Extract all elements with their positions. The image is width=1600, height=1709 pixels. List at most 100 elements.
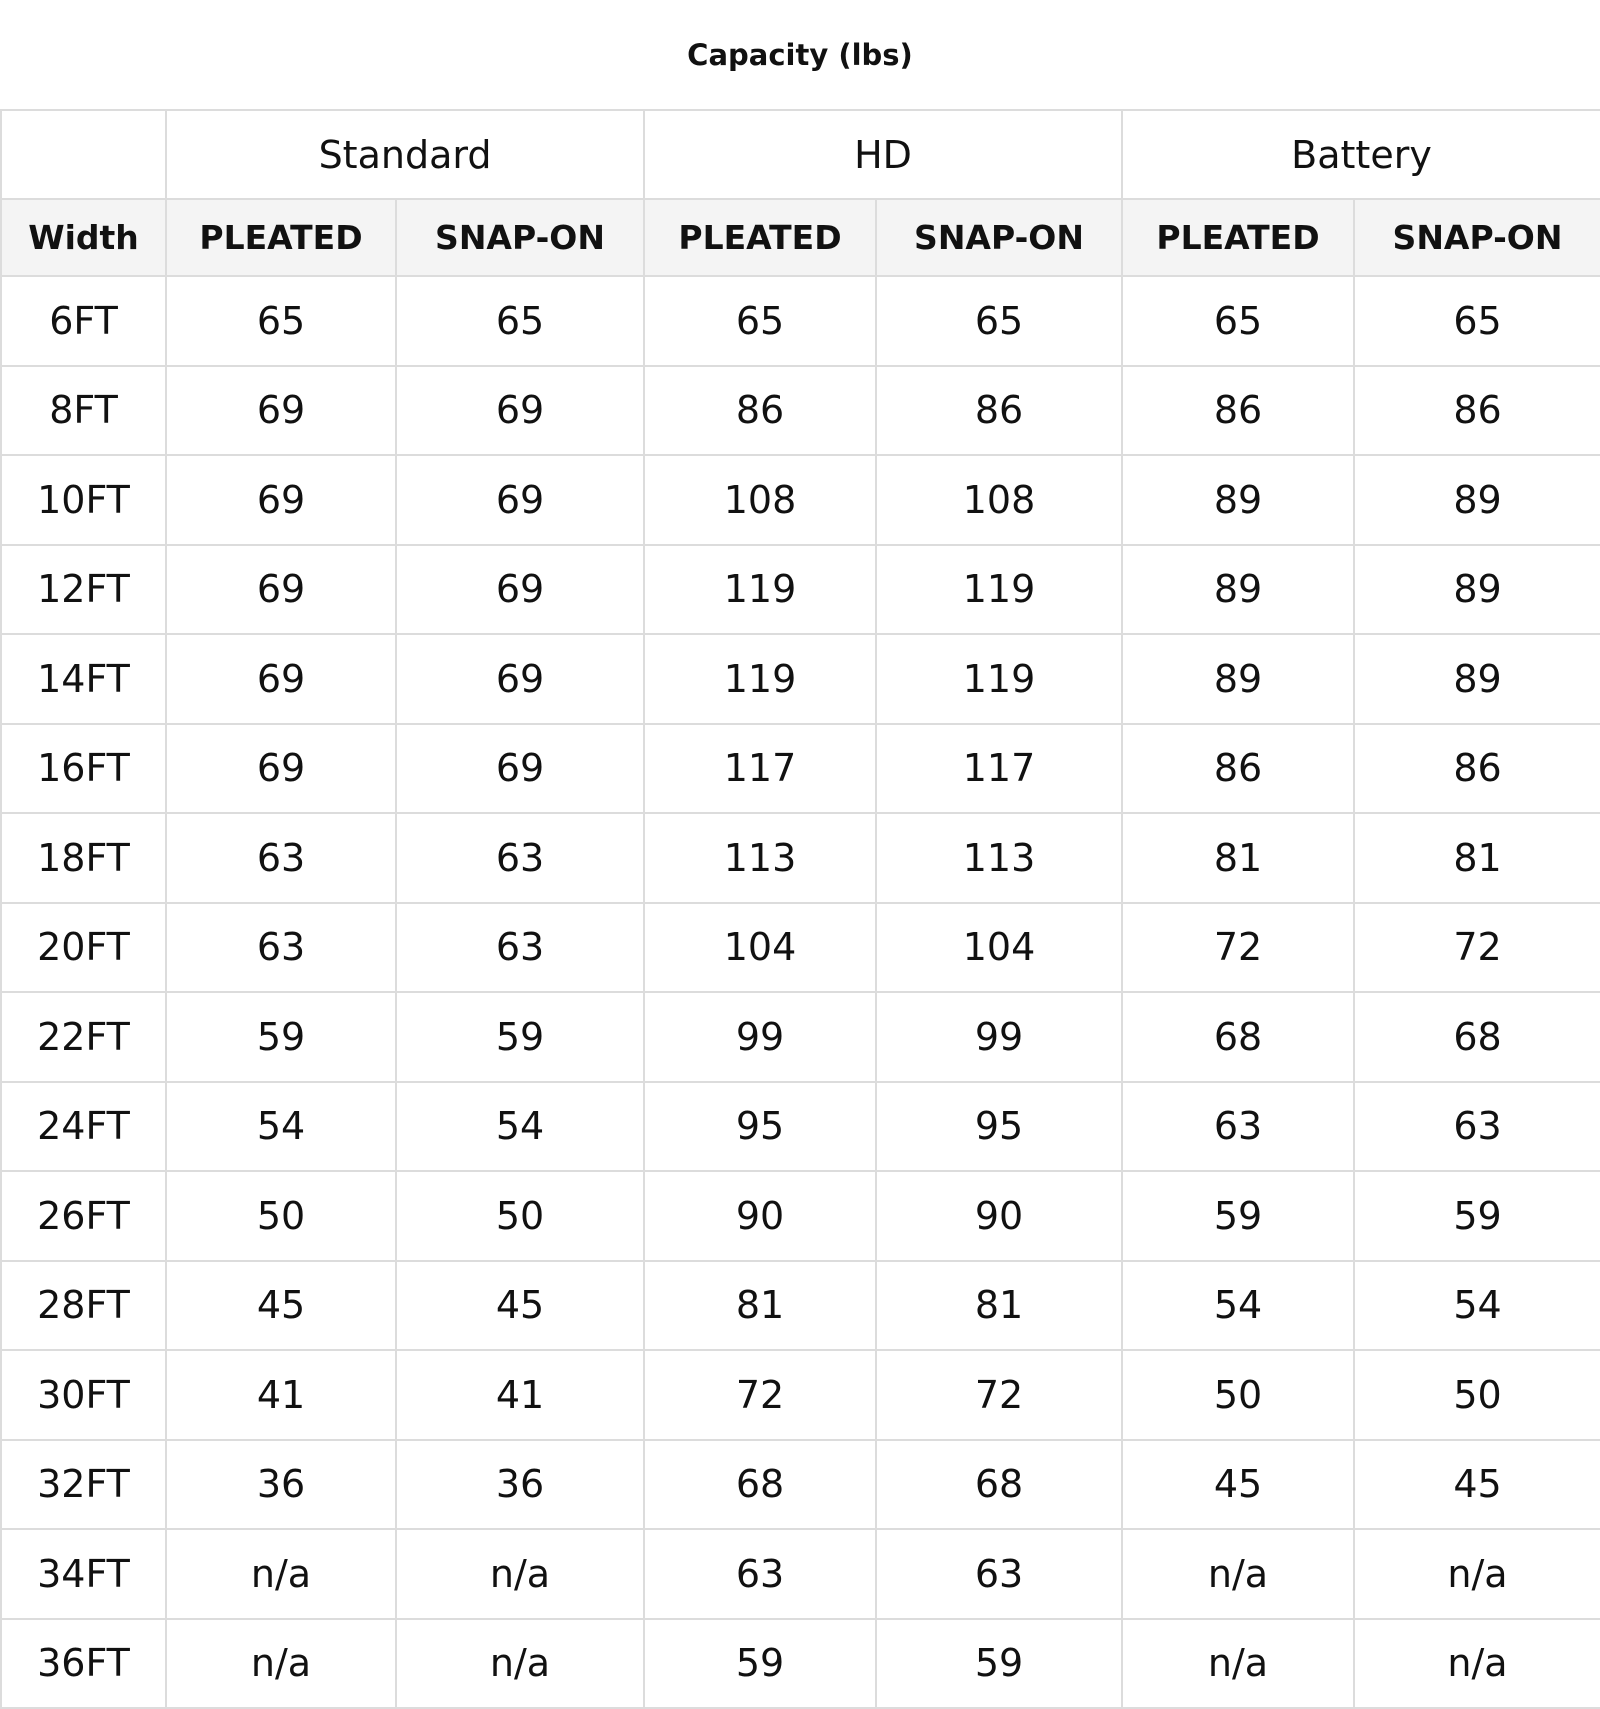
- capacity-cell: 86: [1121, 364, 1355, 456]
- capacity-cell: 59: [643, 1617, 877, 1709]
- table-row: 8FT 69 69 86 86 86 86: [0, 364, 1600, 456]
- capacity-cell: 113: [875, 812, 1123, 904]
- capacity-cell: 119: [875, 543, 1123, 635]
- capacity-cell: 59: [1353, 1170, 1600, 1262]
- capacity-cell: 104: [875, 901, 1123, 993]
- column-header: SNAP-ON: [1353, 198, 1600, 277]
- capacity-cell: 68: [1353, 991, 1600, 1083]
- column-header-row: Width PLEATED SNAP-ON PLEATED SNAP-ON PLEATED…: [0, 198, 1600, 277]
- capacity-cell: 54: [1353, 1259, 1600, 1351]
- capacity-cell: 72: [1121, 901, 1355, 993]
- capacity-cell: n/a: [165, 1528, 397, 1620]
- group-header-row: Standard HD Battery: [0, 109, 1600, 200]
- table-row: 12FT 69 69 119 119 89 89: [0, 543, 1600, 635]
- capacity-cell: 63: [395, 812, 645, 904]
- width-cell: 24FT: [0, 1080, 167, 1172]
- capacity-cell: 68: [875, 1438, 1123, 1530]
- width-cell: 32FT: [0, 1438, 167, 1530]
- capacity-cell: 69: [165, 364, 397, 456]
- table-row: 14FT 69 69 119 119 89 89: [0, 633, 1600, 725]
- capacity-cell: 63: [1121, 1080, 1355, 1172]
- capacity-cell: 119: [643, 633, 877, 725]
- capacity-cell: n/a: [1121, 1528, 1355, 1620]
- capacity-cell: 65: [1121, 275, 1355, 367]
- width-cell: 8FT: [0, 364, 167, 456]
- empty-corner-cell: [0, 109, 167, 200]
- capacity-cell: 41: [395, 1349, 645, 1441]
- table-row: 26FT 50 50 90 90 59 59: [0, 1170, 1600, 1262]
- capacity-cell: 95: [875, 1080, 1123, 1172]
- capacity-cell: 90: [643, 1170, 877, 1262]
- capacity-cell: 59: [875, 1617, 1123, 1709]
- capacity-cell: 69: [395, 543, 645, 635]
- width-cell: 16FT: [0, 722, 167, 814]
- capacity-cell: 113: [643, 812, 877, 904]
- capacity-cell: n/a: [1353, 1528, 1600, 1620]
- capacity-cell: 36: [395, 1438, 645, 1530]
- table-title: Capacity (lbs): [687, 38, 913, 72]
- capacity-cell: 81: [875, 1259, 1123, 1351]
- capacity-cell: 50: [1353, 1349, 1600, 1441]
- table-row: 30FT 41 41 72 72 50 50: [0, 1349, 1600, 1441]
- table-row: 16FT 69 69 117 117 86 86: [0, 722, 1600, 814]
- capacity-cell: 72: [1353, 901, 1600, 993]
- table-row: 32FT 36 36 68 68 45 45: [0, 1438, 1600, 1530]
- capacity-cell: 63: [875, 1528, 1123, 1620]
- capacity-cell: n/a: [1353, 1617, 1600, 1709]
- capacity-cell: 117: [643, 722, 877, 814]
- capacity-cell: 36: [165, 1438, 397, 1530]
- width-cell: 18FT: [0, 812, 167, 904]
- width-cell: 14FT: [0, 633, 167, 725]
- width-cell: 28FT: [0, 1259, 167, 1351]
- table-row: 22FT 59 59 99 99 68 68: [0, 991, 1600, 1083]
- capacity-cell: 86: [643, 364, 877, 456]
- table-row: 28FT 45 45 81 81 54 54: [0, 1259, 1600, 1351]
- capacity-cell: 69: [395, 454, 645, 546]
- capacity-cell: 59: [165, 991, 397, 1083]
- capacity-cell: 50: [165, 1170, 397, 1262]
- capacity-cell: 41: [165, 1349, 397, 1441]
- capacity-cell: 117: [875, 722, 1123, 814]
- group-header-standard: Standard: [165, 109, 645, 200]
- capacity-cell: 69: [165, 543, 397, 635]
- capacity-cell: 54: [395, 1080, 645, 1172]
- capacity-cell: 54: [165, 1080, 397, 1172]
- capacity-cell: 89: [1353, 633, 1600, 725]
- capacity-cell: 86: [1353, 722, 1600, 814]
- capacity-cell: 65: [875, 275, 1123, 367]
- capacity-cell: 72: [875, 1349, 1123, 1441]
- table-row: 36FT n/a n/a 59 59 n/a n/a: [0, 1617, 1600, 1709]
- column-header: PLEATED: [165, 198, 397, 277]
- table-row: 6FT 65 65 65 65 65 65: [0, 275, 1600, 367]
- table-row: 20FT 63 63 104 104 72 72: [0, 901, 1600, 993]
- capacity-cell: 81: [1353, 812, 1600, 904]
- capacity-cell: 45: [1121, 1438, 1355, 1530]
- capacity-cell: 108: [643, 454, 877, 546]
- width-cell: 20FT: [0, 901, 167, 993]
- capacity-cell: n/a: [395, 1617, 645, 1709]
- capacity-cell: 45: [165, 1259, 397, 1351]
- column-header: PLEATED: [1121, 198, 1355, 277]
- capacity-cell: 99: [643, 991, 877, 1083]
- table-row: 10FT 69 69 108 108 89 89: [0, 454, 1600, 546]
- capacity-cell: 59: [1121, 1170, 1355, 1262]
- column-header: PLEATED: [643, 198, 877, 277]
- column-header: Width: [0, 198, 167, 277]
- width-cell: 36FT: [0, 1617, 167, 1709]
- capacity-cell: 119: [875, 633, 1123, 725]
- capacity-cell: 63: [643, 1528, 877, 1620]
- width-cell: 10FT: [0, 454, 167, 546]
- group-header-hd: HD: [643, 109, 1123, 200]
- capacity-cell: 63: [165, 812, 397, 904]
- capacity-cell: 69: [395, 633, 645, 725]
- capacity-cell: 63: [395, 901, 645, 993]
- capacity-cell: 95: [643, 1080, 877, 1172]
- capacity-cell: 89: [1353, 454, 1600, 546]
- capacity-cell: 50: [1121, 1349, 1355, 1441]
- capacity-cell: 89: [1121, 633, 1355, 725]
- capacity-cell: 89: [1121, 454, 1355, 546]
- table-row: 18FT 63 63 113 113 81 81: [0, 812, 1600, 904]
- capacity-cell: 50: [395, 1170, 645, 1262]
- capacity-cell: 45: [395, 1259, 645, 1351]
- capacity-cell: n/a: [1121, 1617, 1355, 1709]
